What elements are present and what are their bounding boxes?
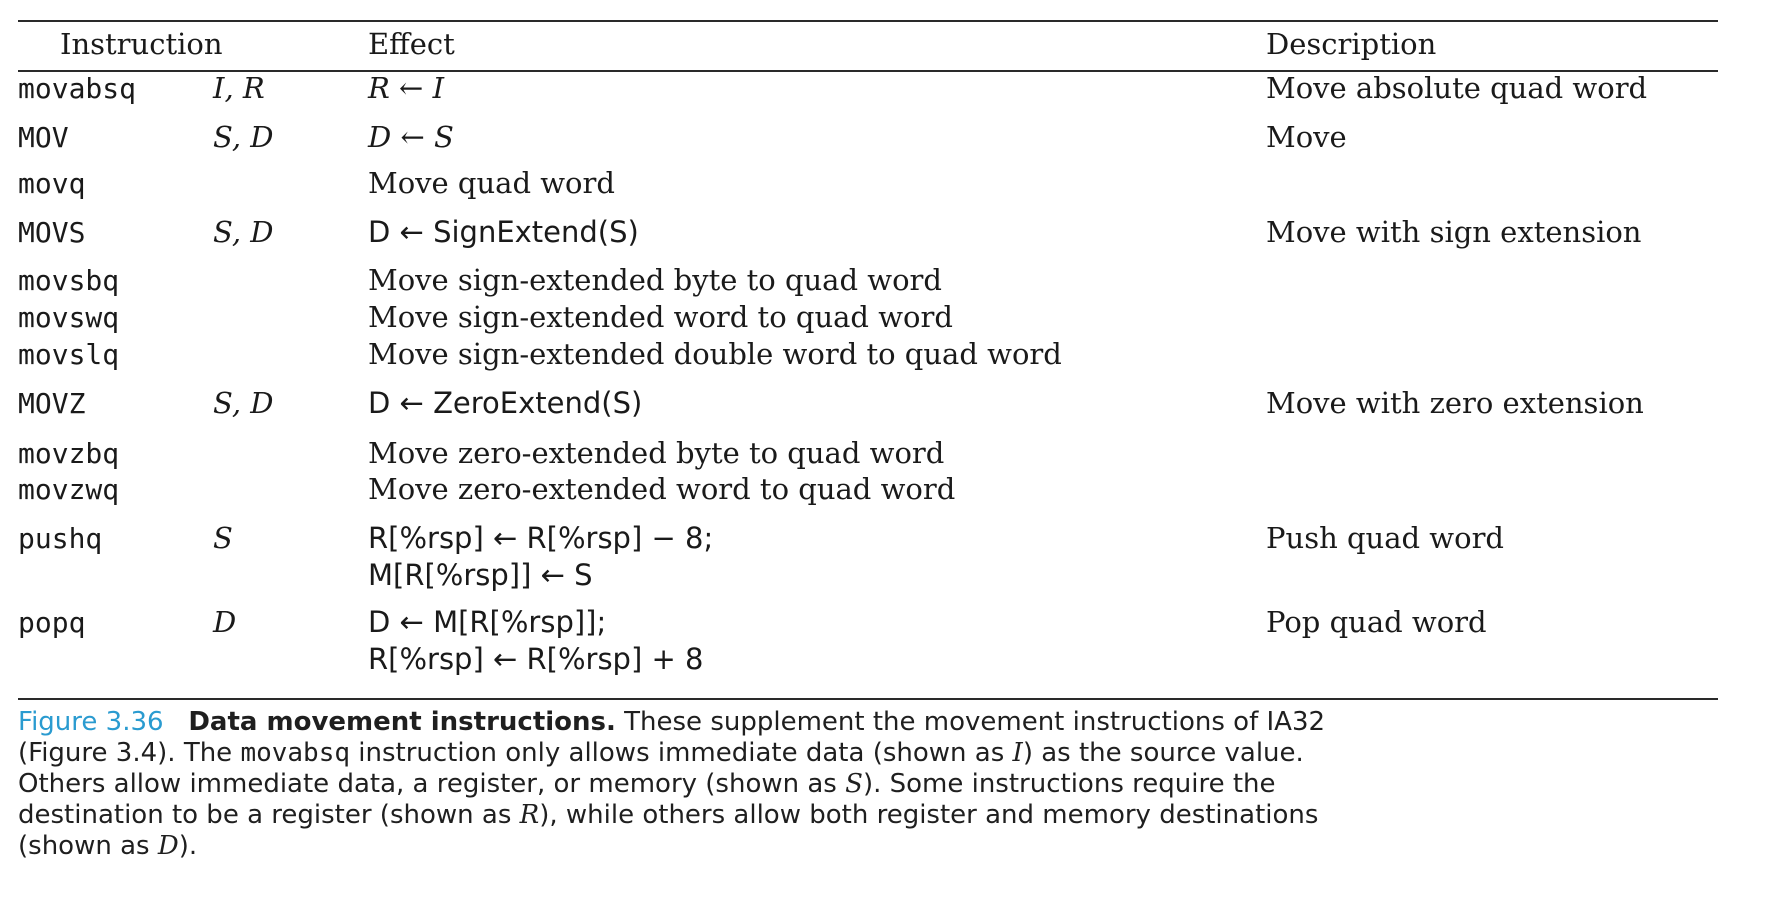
instruction-operands: D [213,605,237,639]
instruction-effect: Move quad word [368,166,615,200]
instruction-name: MOV [18,121,69,154]
instruction-effect: D ← S [368,120,454,154]
instruction-operands: I, R [213,71,265,105]
instruction-effect-line2: M[R[%rsp]] ← S [368,558,593,592]
caption-text: ). [178,831,198,861]
instruction-operands: S, D [213,120,274,154]
instruction-name: MOVZ [18,387,86,420]
instruction-name: movq [18,167,86,200]
caption-text: destination to be a register (shown as [18,800,520,830]
instruction-effect: D ← ZeroExtend(S) [368,386,643,420]
caption-text: ), while others allow both register and … [539,800,1319,830]
header-instruction: Instruction [60,27,223,61]
instruction-effect: Move sign-extended double word to quad w… [368,337,1062,371]
caption-symbol: D [157,831,179,861]
caption-text: ). Some instructions require the [862,769,1276,799]
caption-text: (shown as [18,831,158,861]
instruction-effect: R[%rsp] ← R[%rsp] − 8; [368,521,714,555]
table-bottom-rule [18,698,1718,700]
caption-text: Others allow immediate data, a register,… [18,769,846,799]
instruction-effect: R ← I [368,71,445,105]
instruction-name: movzbq [18,437,120,470]
instruction-name: movslq [18,338,120,371]
caption-line: (Figure 3.4). The movabsq instruction on… [18,738,1728,769]
caption-symbol: S [845,769,863,799]
table-header-rule [18,70,1718,72]
instruction-operands: S, D [213,215,274,249]
instruction-name: movswq [18,301,120,334]
caption-text: These supplement the movement instructio… [615,707,1326,737]
header-effect: Effect [368,27,455,61]
instruction-effect: Move zero-extended byte to quad word [368,436,945,470]
instruction-operands: S [213,521,233,555]
instruction-effect-line2: R[%rsp] ← R[%rsp] + 8 [368,642,704,676]
instruction-name: popq [18,606,86,639]
instruction-description: Push quad word [1266,521,1504,555]
instruction-effect: D ← M[R[%rsp]]; [368,605,607,639]
instruction-name: movzwq [18,473,120,506]
caption-text: (Figure 3.4). The [18,738,241,768]
caption-text: ) as the source value. [1022,738,1304,768]
caption-line: destination to be a register (shown as R… [18,800,1728,831]
instruction-description: Move with zero extension [1266,386,1644,420]
header-description: Description [1266,27,1437,61]
instruction-description: Move absolute quad word [1266,71,1648,105]
table-top-rule [18,20,1718,22]
instruction-effect: Move sign-extended word to quad word [368,300,953,334]
instruction-description: Pop quad word [1266,605,1487,639]
caption-line: Others allow immediate data, a register,… [18,769,1728,800]
caption-line: (shown as D). [18,831,1728,862]
caption-title: Data movement instructions. [188,707,616,737]
instruction-description: Move [1266,120,1347,154]
caption-symbol: R [519,800,540,830]
instruction-name: MOVS [18,216,86,249]
instruction-operands: S, D [213,386,274,420]
instruction-description: Move with sign extension [1266,215,1642,249]
caption-text: instruction only allows immediate data (… [350,738,1013,768]
instruction-name: pushq [18,522,103,555]
caption-symbol: I [1012,738,1023,768]
instruction-name: movabsq [18,72,137,105]
caption-line: Figure 3.36 Data movement instructions. … [18,707,1728,738]
instruction-effect: Move zero-extended word to quad word [368,472,956,506]
figure-number: Figure 3.36 [18,707,164,737]
instruction-name: movsbq [18,264,120,297]
instruction-effect: D ← SignExtend(S) [368,215,639,249]
figure-caption: Figure 3.36 Data movement instructions. … [18,707,1728,862]
instruction-effect: Move sign-extended byte to quad word [368,263,942,297]
caption-code: movabsq [240,738,351,768]
